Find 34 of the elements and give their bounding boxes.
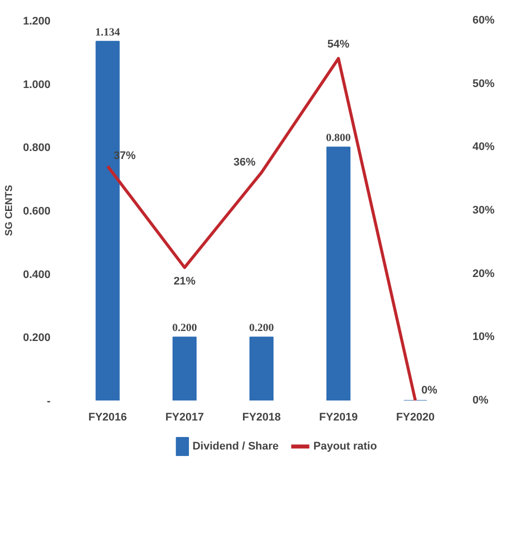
y-tick-label: 0.400: [22, 268, 51, 281]
y-axis-title: SG CENTS: [4, 184, 15, 236]
y-tick-label: 0.600: [22, 206, 51, 218]
data-label: 0.200: [172, 322, 198, 334]
data-label: 21%: [174, 276, 196, 288]
y2-tick-label: 40%: [472, 141, 495, 154]
x-tick-label: FY2016: [88, 412, 127, 424]
data-label: 0%: [421, 384, 438, 396]
data-label: 1.134: [95, 26, 121, 38]
y-tick-label: 0.800: [22, 142, 51, 154]
y2-tick-label: 0%: [472, 394, 489, 406]
y2-tick-label: 60%: [472, 14, 495, 26]
y2-tick-label: 30%: [472, 204, 495, 216]
y2-tick-label: 20%: [472, 268, 495, 280]
y2-tick-label: 10%: [472, 331, 495, 344]
bar: [172, 336, 197, 400]
y-tick-label: -: [46, 396, 51, 408]
y2-tick-label: 50%: [472, 78, 495, 90]
x-tick-label: FY2020: [396, 412, 435, 424]
legend-label: Dividend / Share: [192, 440, 279, 452]
line-series: [106, 57, 417, 400]
data-label: 36%: [233, 156, 256, 168]
x-tick-label: FY2018: [242, 412, 281, 424]
legend-label: Payout ratio: [313, 440, 378, 452]
data-label: 0.800: [326, 132, 352, 144]
x-tick-label: FY2019: [319, 412, 358, 424]
y-tick-label: 1.000: [22, 78, 51, 91]
x-tick-label: FY2017: [165, 412, 204, 424]
y-tick-label: 1.200: [22, 16, 51, 28]
bar: [326, 146, 350, 400]
data-label: 54%: [327, 38, 350, 50]
bar: [249, 336, 274, 400]
y-tick-label: 0.200: [22, 332, 51, 344]
data-label: 0.200: [249, 322, 274, 334]
